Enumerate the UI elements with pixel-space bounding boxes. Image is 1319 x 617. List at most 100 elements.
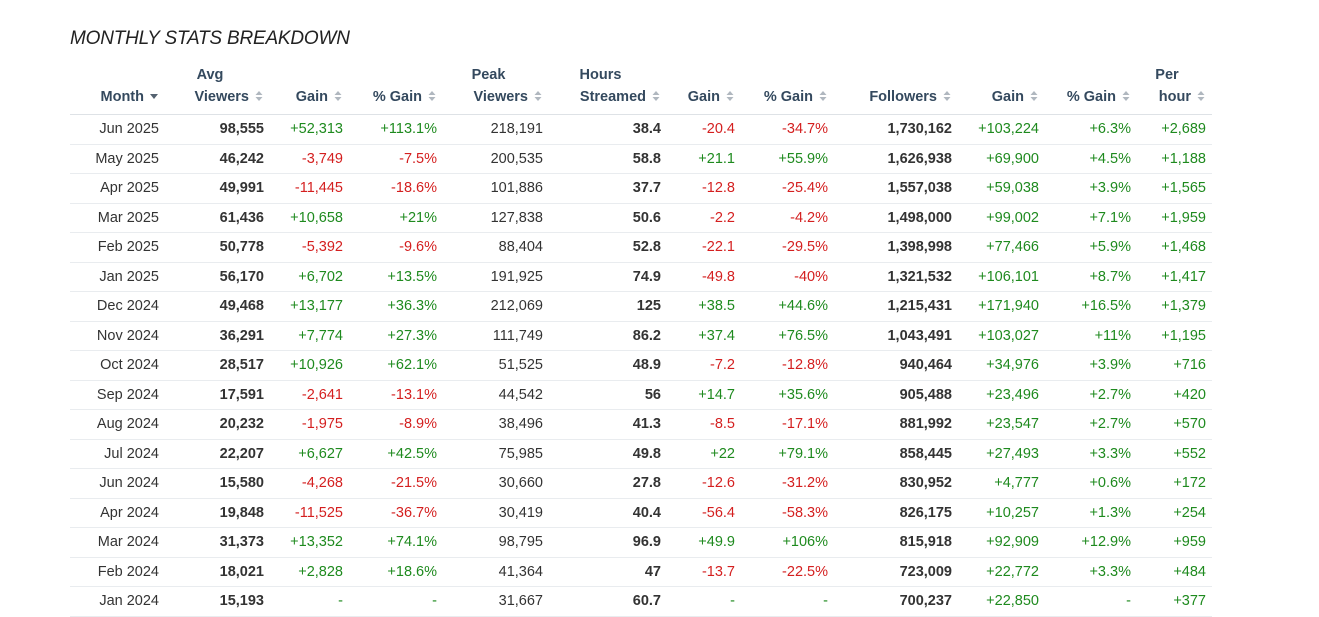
cell-streamed: 125 <box>549 291 667 322</box>
sort-both-icon[interactable] <box>1121 90 1131 102</box>
cell-viewers: 218,191 <box>443 114 549 145</box>
column-header-peak-viewers[interactable]: Peak Viewers <box>443 64 549 115</box>
cell-viewers: 88,404 <box>443 232 549 263</box>
cell--gain: -25.4% <box>741 173 834 204</box>
column-header-avg-viewers[interactable]: Avg Viewers <box>165 64 270 115</box>
cell-followers: 826,175 <box>834 498 958 528</box>
cell-gain: +6,702 <box>270 262 349 292</box>
cell-gain: -12.8 <box>667 173 741 204</box>
cell-month: Jan 2025 <box>70 262 165 292</box>
sort-both-icon[interactable] <box>333 90 343 102</box>
column-header-label: Viewers <box>194 89 249 105</box>
column-header--gain[interactable]: % Gain <box>741 64 834 115</box>
table-row: Nov 2024 36,291 +7,774 +27.3% 111,749 86.2 +37… <box>70 321 1212 351</box>
column-header-gain[interactable]: Gain <box>270 64 349 115</box>
cell-month: May 2025 <box>70 144 165 174</box>
column-header--gain[interactable]: % Gain <box>349 64 443 115</box>
cell--gain: +44.6% <box>741 291 834 322</box>
cell--gain: +2.7% <box>1045 409 1137 440</box>
cell-viewers: 19,848 <box>165 498 270 528</box>
cell--gain: +62.1% <box>349 350 443 381</box>
sort-both-icon[interactable] <box>1196 90 1206 102</box>
sort-both-icon[interactable] <box>725 90 735 102</box>
sort-both-icon[interactable] <box>1029 90 1039 102</box>
cell-month: Mar 2024 <box>70 527 165 558</box>
column-header-label: Gain <box>295 89 328 105</box>
cell--gain: +3.3% <box>1045 439 1137 469</box>
column-header-label: % Gain <box>372 89 422 105</box>
column-header-per-hour[interactable]: Per hour <box>1137 64 1212 115</box>
cell--gain: +113.1% <box>349 114 443 145</box>
cell--gain: - <box>1045 586 1137 617</box>
cell-followers: 1,043,491 <box>834 321 958 351</box>
cell-gain: +77,466 <box>958 232 1045 263</box>
table-row: Apr 2025 49,991 -11,445 -18.6% 101,886 37.7 -1… <box>70 173 1212 204</box>
sort-both-icon[interactable] <box>818 90 828 102</box>
cell-hour: +1,417 <box>1137 262 1212 292</box>
cell-viewers: 61,436 <box>165 203 270 233</box>
cell-gain: +22,850 <box>958 586 1045 617</box>
cell-viewers: 18,021 <box>165 557 270 587</box>
cell-viewers: 111,749 <box>443 321 549 351</box>
cell-viewers: 36,291 <box>165 321 270 351</box>
cell--gain: - <box>741 586 834 617</box>
cell-followers: 1,398,998 <box>834 232 958 263</box>
cell-gain: -5,392 <box>270 232 349 263</box>
sort-both-icon[interactable] <box>533 90 543 102</box>
column-header-month[interactable]: Month <box>70 64 165 115</box>
cell-hour: +1,195 <box>1137 321 1212 351</box>
cell-viewers: 51,525 <box>443 350 549 381</box>
cell--gain: +1.3% <box>1045 498 1137 528</box>
cell-viewers: 49,991 <box>165 173 270 204</box>
cell--gain: -36.7% <box>349 498 443 528</box>
cell-month: Sep 2024 <box>70 380 165 410</box>
cell-gain: -11,525 <box>270 498 349 528</box>
cell-gain: +4,777 <box>958 468 1045 499</box>
cell-followers: 940,464 <box>834 350 958 381</box>
cell-viewers: 31,373 <box>165 527 270 558</box>
cell-gain: +10,926 <box>270 350 349 381</box>
cell-viewers: 56,170 <box>165 262 270 292</box>
cell-followers: 1,321,532 <box>834 262 958 292</box>
cell-hour: +172 <box>1137 468 1212 499</box>
cell-gain: -1,975 <box>270 409 349 440</box>
table-row: Jun 2025 98,555 +52,313 +113.1% 218,191 38.4-… <box>70 114 1212 145</box>
cell--gain: -31.2% <box>741 468 834 499</box>
cell-month: Nov 2024 <box>70 321 165 351</box>
column-header-gain[interactable]: Gain <box>667 64 741 115</box>
cell-gain: -11,445 <box>270 173 349 204</box>
column-header--gain[interactable]: % Gain <box>1045 64 1137 115</box>
sort-both-icon[interactable] <box>254 90 264 102</box>
sort-both-icon[interactable] <box>427 90 437 102</box>
column-header-line1: Avg <box>196 67 224 83</box>
cell-viewers: 15,580 <box>165 468 270 499</box>
cell-viewers: 17,591 <box>165 380 270 410</box>
cell--gain: -7.5% <box>349 144 443 174</box>
cell-gain: +22,772 <box>958 557 1045 587</box>
sort-both-icon[interactable] <box>651 90 661 102</box>
column-header-gain[interactable]: Gain <box>958 64 1045 115</box>
cell-hour: +254 <box>1137 498 1212 528</box>
cell-streamed: 96.9 <box>549 527 667 558</box>
cell-hour: +1,188 <box>1137 144 1212 174</box>
cell-gain: +13,352 <box>270 527 349 558</box>
cell--gain: +4.5% <box>1045 144 1137 174</box>
cell-streamed: 60.7 <box>549 586 667 617</box>
cell-gain: +6,627 <box>270 439 349 469</box>
cell--gain: +5.9% <box>1045 232 1137 263</box>
cell-followers: 858,445 <box>834 439 958 469</box>
cell-streamed: 41.3 <box>549 409 667 440</box>
cell-viewers: 49,468 <box>165 291 270 322</box>
cell-viewers: 191,925 <box>443 262 549 292</box>
cell-month: Jul 2024 <box>70 439 165 469</box>
cell-streamed: 52.8 <box>549 232 667 263</box>
cell-hour: +420 <box>1137 380 1212 410</box>
sort-both-icon[interactable] <box>942 90 952 102</box>
column-header-followers[interactable]: Followers <box>834 64 958 115</box>
cell-gain: -12.6 <box>667 468 741 499</box>
cell--gain: +12.9% <box>1045 527 1137 558</box>
sort-desc-icon[interactable] <box>149 90 159 102</box>
column-header-label: % Gain <box>763 89 813 105</box>
column-header-hours-streamed[interactable]: Hours Streamed <box>549 64 667 115</box>
cell-viewers: 46,242 <box>165 144 270 174</box>
